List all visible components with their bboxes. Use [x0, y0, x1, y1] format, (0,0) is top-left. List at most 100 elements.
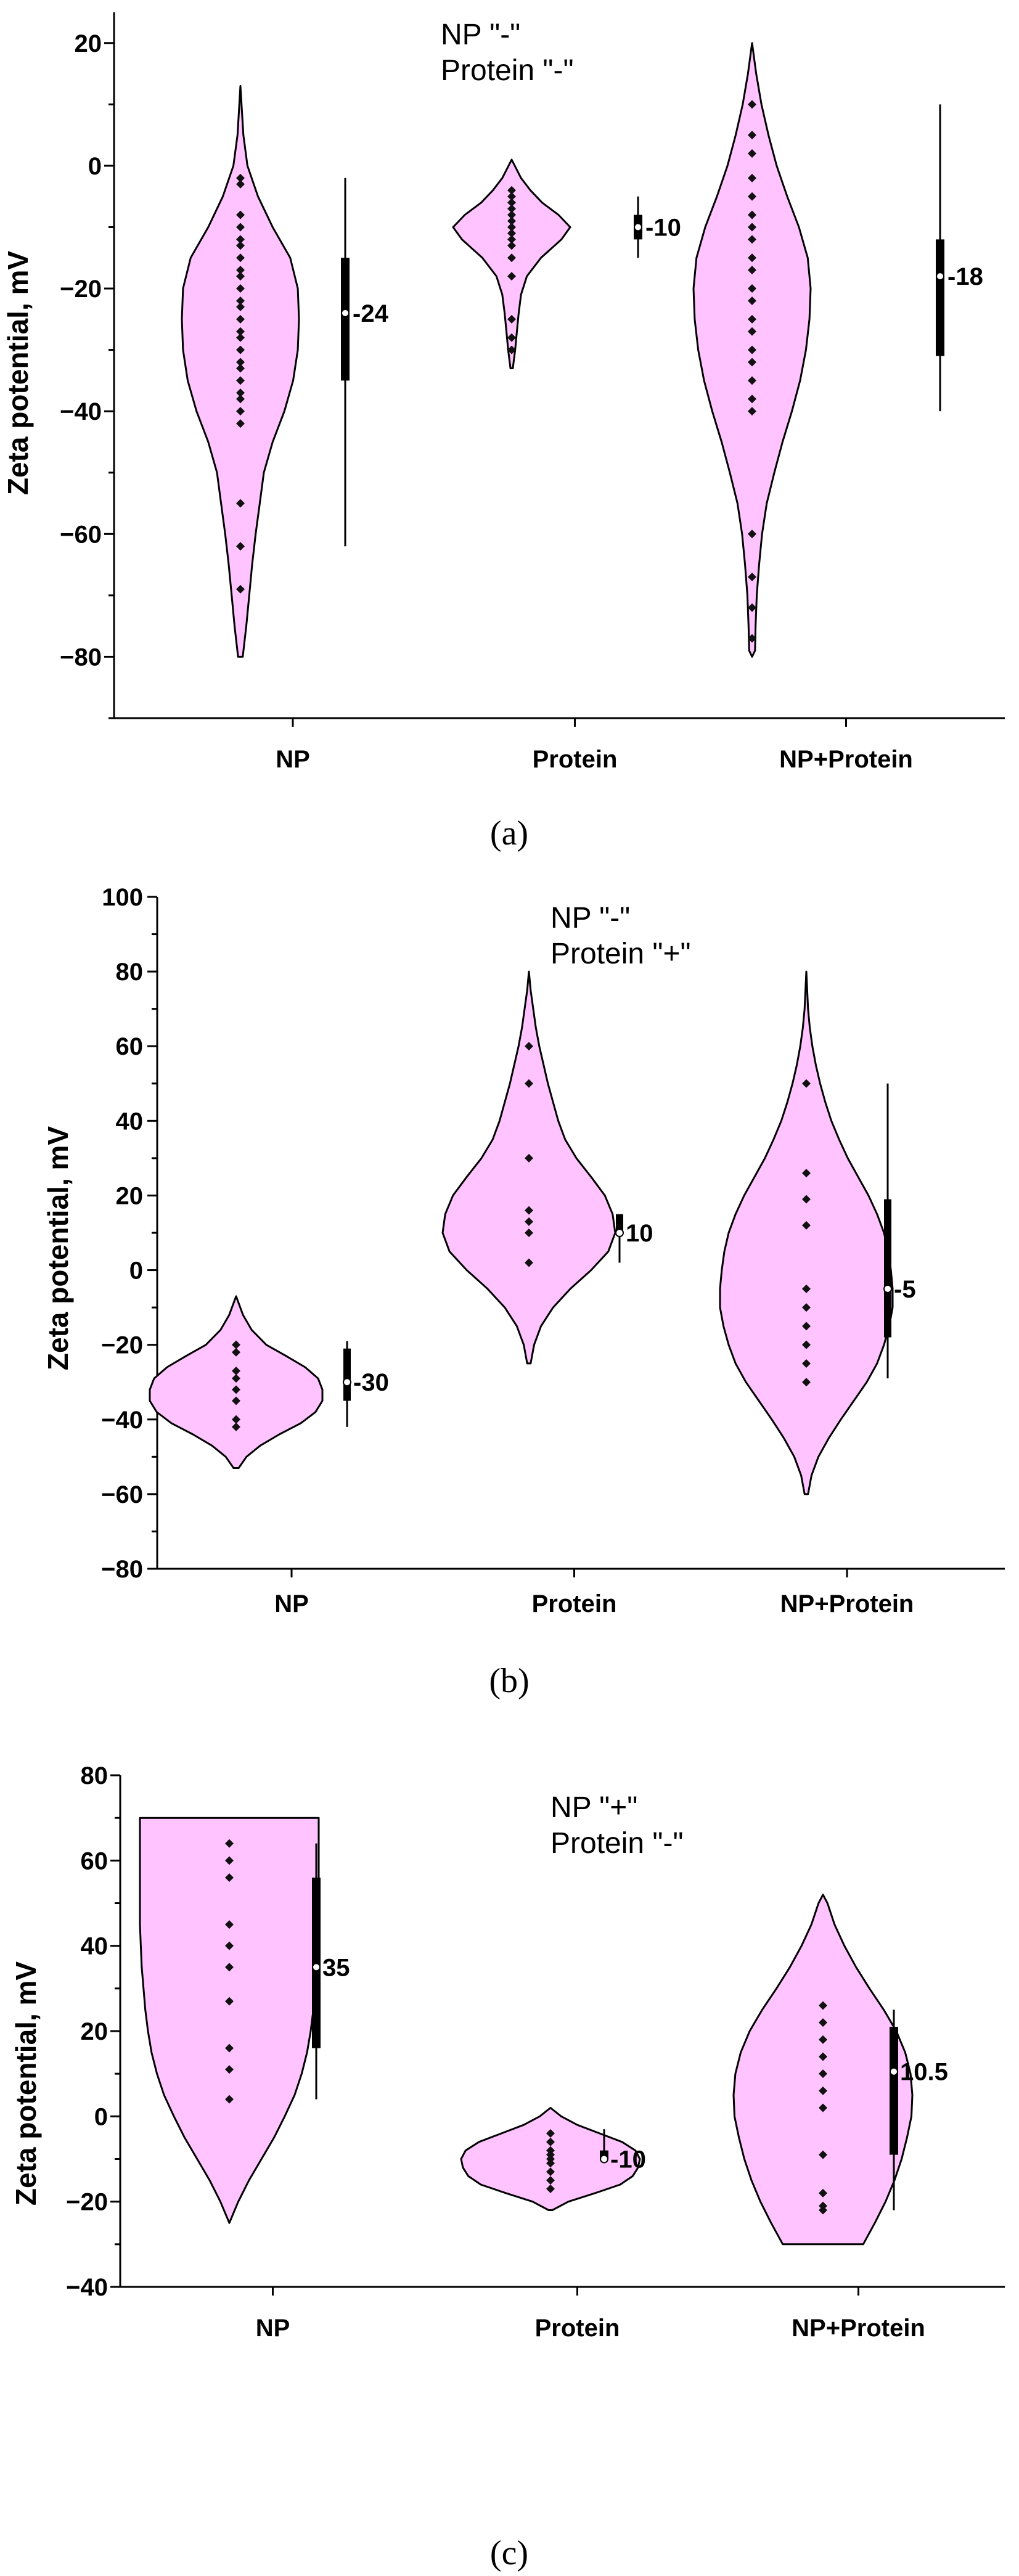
- x-tick-label: NP: [276, 746, 310, 773]
- data-point: [236, 327, 245, 336]
- median-label: 10: [626, 1220, 653, 1247]
- data-point: [225, 1873, 234, 1882]
- y-tick-label: 60: [116, 1033, 144, 1060]
- data-point: [507, 272, 516, 281]
- data-point: [819, 2035, 827, 2044]
- x-tick-label: NP+Protein: [792, 2315, 925, 2342]
- data-point: [819, 2150, 827, 2159]
- y-tick-label: 20: [116, 1182, 144, 1209]
- data-point: [525, 1042, 533, 1051]
- data-point: [819, 2086, 827, 2095]
- data-point: [507, 204, 516, 213]
- data-point: [236, 542, 245, 551]
- median-label: 35: [322, 1954, 350, 1981]
- data-point: [748, 634, 756, 643]
- median-marker: [936, 272, 944, 281]
- data-point: [748, 131, 756, 140]
- data-point: [225, 1997, 234, 2006]
- data-point: [236, 241, 245, 250]
- series-protein: 10 Protein: [441, 970, 653, 1617]
- series-np: 35 NP: [139, 1817, 350, 2342]
- data-point: [802, 1079, 811, 1088]
- data-point: [802, 1303, 811, 1312]
- data-point: [748, 327, 756, 336]
- data-point: [507, 198, 516, 207]
- data-point: [819, 2206, 827, 2215]
- data-point: [525, 1258, 533, 1267]
- y-tick-label: −40: [60, 398, 102, 425]
- data-point: [748, 358, 756, 367]
- data-point: [236, 407, 245, 416]
- data-point: [236, 302, 245, 311]
- data-point: [236, 499, 245, 508]
- data-point: [802, 1284, 811, 1293]
- data-point: [507, 314, 516, 324]
- data-point: [507, 210, 516, 219]
- data-point: [236, 345, 245, 354]
- panel-caption: (c): [490, 2534, 528, 2572]
- iqr-box: [884, 1199, 891, 1338]
- data-point: [507, 186, 516, 195]
- violin-body: [139, 1817, 320, 2224]
- series-np-protein: -5 NP+Protein: [719, 970, 916, 1617]
- data-point: [507, 333, 516, 342]
- annotation-line-2: Protein "+": [550, 938, 691, 970]
- data-point: [225, 1839, 234, 1848]
- x-tick-label: NP: [274, 1590, 309, 1617]
- data-point: [236, 314, 245, 324]
- data-point: [507, 192, 516, 201]
- data-point: [236, 266, 245, 275]
- annotation-line-2: Protein "-": [441, 54, 573, 87]
- data-point: [748, 149, 756, 158]
- data-point: [236, 333, 245, 342]
- data-point: [236, 376, 245, 385]
- y-tick-label: −20: [60, 276, 102, 303]
- y-tick-label: −80: [101, 1556, 143, 1583]
- series-np: -24 NP: [181, 85, 389, 773]
- iqr-box: [341, 258, 350, 381]
- median-label: -5: [894, 1276, 916, 1303]
- median-label: -30: [353, 1369, 389, 1396]
- data-point: [236, 364, 245, 373]
- data-point: [819, 2188, 827, 2198]
- data-point: [225, 1941, 234, 1950]
- data-point: [748, 603, 756, 612]
- median-marker: [890, 2067, 898, 2076]
- y-tick-label: 20: [75, 30, 102, 57]
- y-tick-label: −20: [101, 1332, 143, 1359]
- panel-caption: (b): [489, 1662, 529, 1700]
- y-axis-label: Zeta potential, mV: [2, 251, 34, 495]
- data-point: [748, 100, 756, 109]
- data-point: [748, 223, 756, 232]
- data-point: [525, 1079, 533, 1088]
- data-point: [507, 216, 516, 226]
- x-tick-label: Protein: [535, 2315, 620, 2342]
- data-point: [232, 1340, 240, 1349]
- data-point: [819, 2069, 827, 2079]
- median-marker: [883, 1284, 892, 1293]
- data-point: [525, 1206, 533, 1215]
- data-point: [225, 1856, 234, 1865]
- x-tick-label: NP+Protein: [780, 1590, 914, 1617]
- series-np-protein: -18 NP+Protein: [692, 42, 983, 773]
- data-point: [546, 2167, 555, 2177]
- data-point: [236, 419, 245, 428]
- data-point: [748, 530, 756, 539]
- y-tick-label: 0: [88, 153, 102, 180]
- y-tick-label: 40: [116, 1108, 144, 1135]
- median-label: -24: [353, 300, 389, 327]
- violin-body: [441, 970, 616, 1365]
- iqr-box: [343, 1348, 351, 1401]
- data-point: [236, 235, 245, 244]
- y-tick-label: 80: [116, 959, 144, 986]
- y-tick-label: −40: [66, 2274, 108, 2301]
- data-point: [546, 2129, 555, 2138]
- panel-c: Zeta potential, mV NP "+" Protein "-" (c…: [10, 1762, 1005, 2572]
- data-point: [236, 210, 245, 219]
- data-point: [507, 241, 516, 250]
- panel-a: Zeta potential, mV NP "-" Protein "-" (a…: [0, 0, 1019, 863]
- median-label: -18: [947, 263, 983, 290]
- annotation-line-1: NP "+": [550, 1791, 637, 1824]
- data-point: [748, 284, 756, 293]
- series-np-protein: 10.5 NP+Protein: [732, 1894, 948, 2342]
